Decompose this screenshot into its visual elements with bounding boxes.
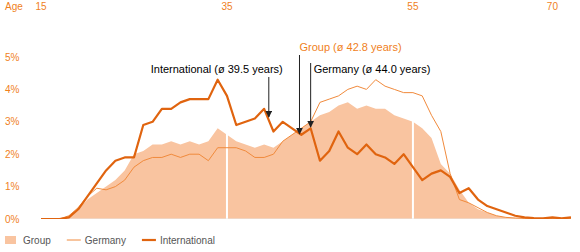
line (41, 80, 571, 219)
legend-swatch (142, 239, 156, 241)
x-tick-label: 55 (407, 1, 419, 12)
legend-label: Germany (85, 235, 126, 246)
line (41, 80, 571, 219)
x-tick-label: 15 (35, 1, 47, 12)
annotation: Group (ø 42.8 years) (299, 41, 401, 53)
legend-swatch (67, 240, 81, 241)
annotation: International (ø 39.5 years) (151, 63, 283, 75)
annotation-arrow (299, 55, 300, 134)
x-tick-label: 35 (221, 1, 233, 12)
y-tick-label: 5% (5, 52, 20, 63)
baseline (41, 219, 571, 220)
x-tick-label: 70 (547, 1, 559, 12)
legend-label: Group (23, 235, 51, 246)
area (41, 102, 571, 219)
y-tick-label: 1% (5, 181, 20, 192)
chart: Age 15 35 55 70 0% 1% 2% 3% 4% 5% International (ø … (0, 0, 580, 252)
x-axis-label: Age (5, 1, 23, 12)
annotation-arrow (268, 77, 269, 117)
y-tick-label: 4% (5, 84, 20, 95)
y-tick-label: 2% (5, 149, 20, 160)
legend-label: International (160, 235, 215, 246)
y-tick-label: 3% (5, 116, 20, 127)
annotation: Germany (ø 44.0 years) (314, 63, 431, 75)
legend-swatch (5, 236, 16, 244)
y-tick-label: 0% (5, 214, 20, 225)
annotation-arrow (310, 63, 311, 127)
plot-area (41, 47, 571, 219)
